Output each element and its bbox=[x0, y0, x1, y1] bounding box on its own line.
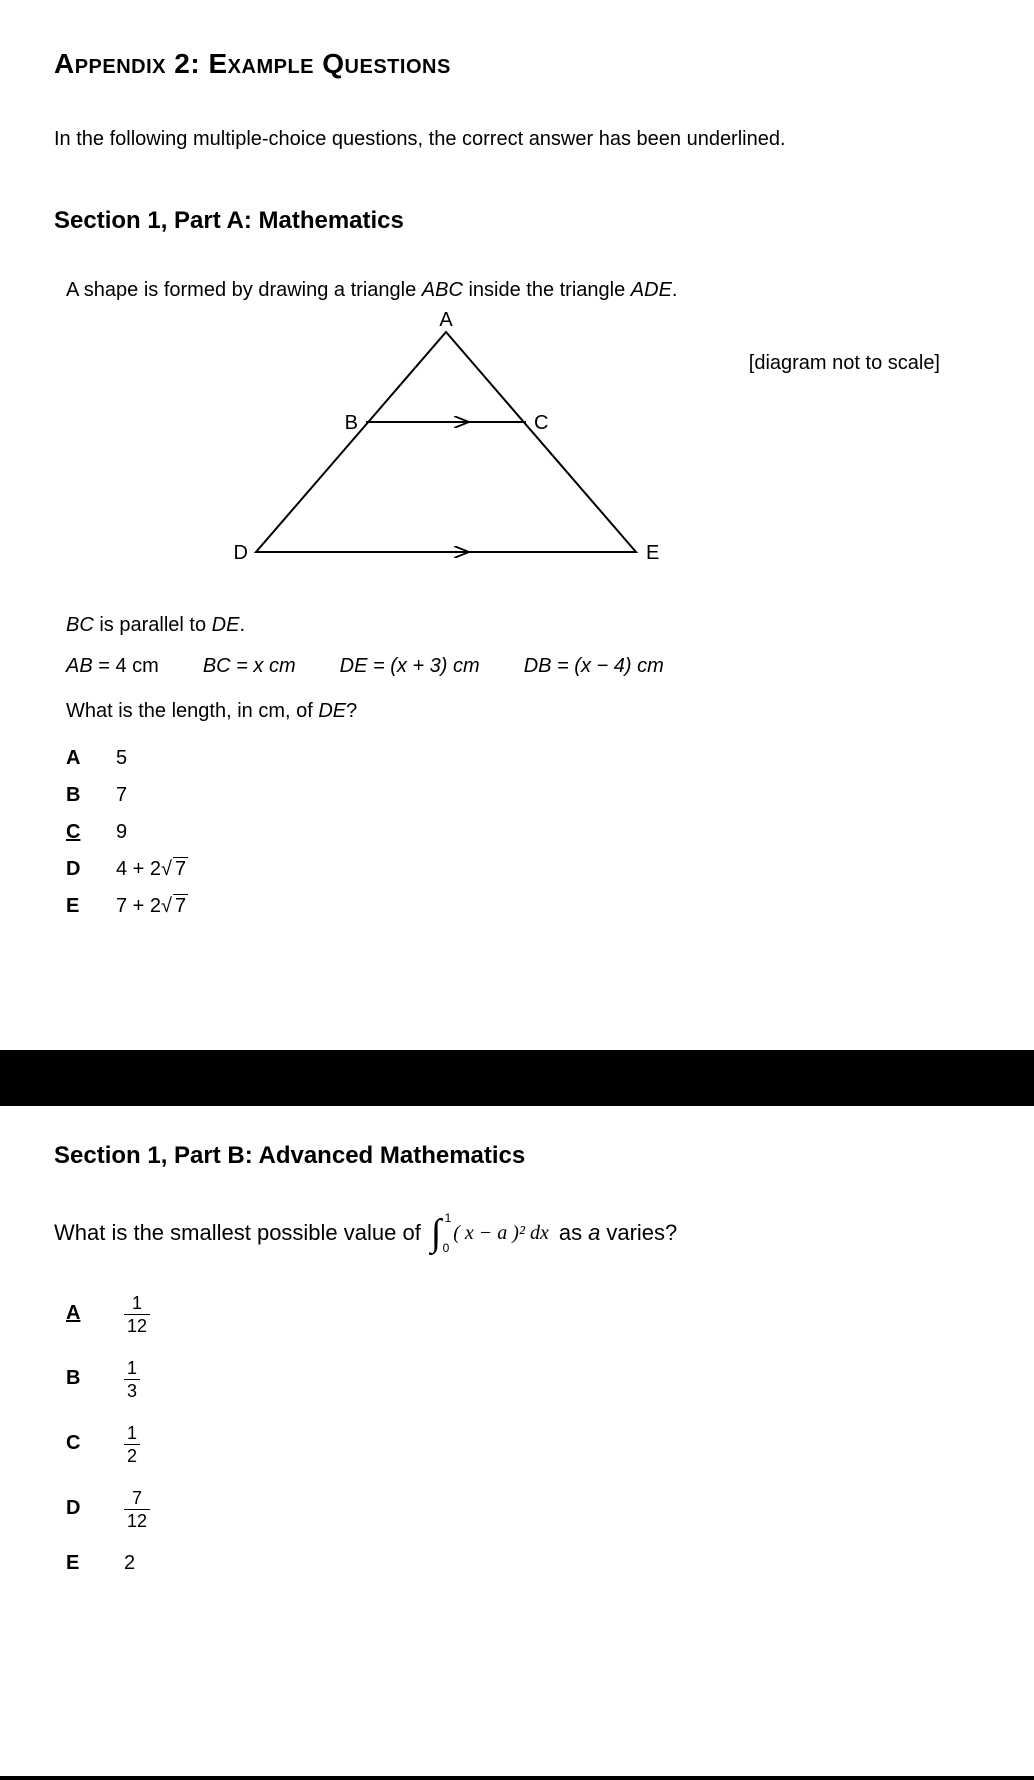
q2-stem-post: varies? bbox=[606, 1220, 677, 1246]
integral-sign: ∫ 1 0 bbox=[431, 1214, 441, 1252]
q2-stem: What is the smallest possible value of ∫… bbox=[54, 1214, 980, 1252]
choice-value: 4 + 2√7 bbox=[116, 858, 188, 881]
integrand: ( x − a )² dx bbox=[453, 1222, 549, 1245]
question-1: A shape is formed by drawing a triangle … bbox=[54, 279, 980, 918]
choice-letter: B bbox=[66, 784, 88, 807]
choice-value: 12 bbox=[124, 1422, 140, 1465]
appendix-title: Appendix 2: Example Questions bbox=[54, 48, 980, 80]
choice-A: A5 bbox=[66, 747, 980, 770]
choice-value: 5 bbox=[116, 747, 127, 770]
choice-value: 9 bbox=[116, 821, 127, 844]
choice-value: 7 + 2√7 bbox=[116, 895, 188, 918]
q1-diagram: [diagram not to scale] A B C D bbox=[66, 312, 980, 602]
q2-choices: A112B13C12D712E2 bbox=[54, 1292, 980, 1575]
choice-E: E 7 + 2√7 bbox=[66, 895, 980, 918]
choice-letter: E bbox=[66, 895, 88, 918]
int-lower: 0 bbox=[443, 1242, 450, 1254]
q1-ask-pre: What is the length, in cm, of bbox=[66, 700, 318, 722]
section-b-title: Section 1, Part B: Advanced Mathematics bbox=[54, 1142, 980, 1170]
intro-text: In the following multiple-choice questio… bbox=[54, 128, 980, 151]
choice-letter: D bbox=[66, 1497, 88, 1520]
diagram-note: [diagram not to scale] bbox=[749, 352, 940, 375]
q1-ask-post: ? bbox=[346, 700, 357, 722]
integral-icon: ∫ 1 0 ( x − a )² dx bbox=[431, 1214, 549, 1252]
page-section-a: Appendix 2: Example Questions In the fol… bbox=[0, 0, 1034, 1050]
q1-stem-mid: inside the triangle bbox=[463, 279, 631, 301]
svg-text:A: A bbox=[439, 312, 453, 331]
q1-equations: AB = 4 cm BC = x cm DE = (x + 3) cm DB =… bbox=[66, 655, 980, 678]
choice-letter: D bbox=[66, 858, 88, 881]
int-upper: 1 bbox=[445, 1212, 452, 1224]
choice-letter: A bbox=[66, 747, 88, 770]
q1-stem-pre: A shape is formed by drawing a triangle bbox=[66, 279, 422, 301]
choice-C: C9 bbox=[66, 821, 980, 844]
choice-B: B 13 bbox=[66, 1357, 980, 1400]
q2-stem-var: a bbox=[588, 1220, 600, 1246]
choice-value: 7 bbox=[116, 784, 127, 807]
eq-ab: AB = 4 cm bbox=[66, 655, 159, 678]
choice-letter: C bbox=[66, 1432, 88, 1455]
choice-value: 712 bbox=[124, 1487, 150, 1530]
choice-E: E2 bbox=[66, 1552, 980, 1575]
q1-par-bc: BC bbox=[66, 614, 94, 636]
q1-par-mid: is parallel to bbox=[94, 614, 212, 636]
svg-text:B: B bbox=[345, 412, 358, 434]
section-a-title: Section 1, Part A: Mathematics bbox=[54, 207, 980, 235]
choice-letter: C bbox=[66, 821, 88, 844]
q1-stem: A shape is formed by drawing a triangle … bbox=[66, 279, 980, 302]
choice-value: 13 bbox=[124, 1357, 140, 1400]
choice-value: 2 bbox=[124, 1552, 135, 1575]
choice-D: D 4 + 2√7 bbox=[66, 858, 980, 881]
q1-par-de: DE bbox=[212, 614, 240, 636]
svg-text:E: E bbox=[646, 542, 659, 564]
page-section-b: Section 1, Part B: Advanced Mathematics … bbox=[0, 1106, 1034, 1776]
choice-letter: A bbox=[66, 1302, 88, 1325]
eq-db: DB = (x − 4) cm bbox=[524, 655, 664, 678]
choice-value: 112 bbox=[124, 1292, 150, 1335]
svg-text:D: D bbox=[234, 542, 248, 564]
choice-B: B7 bbox=[66, 784, 980, 807]
q1-ask: What is the length, in cm, of DE? bbox=[66, 700, 980, 723]
choice-C: C 12 bbox=[66, 1422, 980, 1465]
q1-par-dot: . bbox=[239, 614, 245, 636]
q2-stem-pre: What is the smallest possible value of bbox=[54, 1220, 421, 1246]
choice-letter: E bbox=[66, 1552, 88, 1575]
choice-A: A 112 bbox=[66, 1292, 980, 1335]
q1-parallel: BC is parallel to DE. bbox=[66, 614, 980, 637]
choice-letter: B bbox=[66, 1367, 88, 1390]
q1-choices: A5B7C9D4 + 2√7E7 + 2√7 bbox=[66, 747, 980, 918]
q2-stem-mid: as bbox=[559, 1220, 582, 1246]
eq-de: DE = (x + 3) cm bbox=[340, 655, 480, 678]
q1-ask-var: DE bbox=[318, 700, 346, 722]
choice-D: D 712 bbox=[66, 1487, 980, 1530]
svg-text:C: C bbox=[534, 412, 548, 434]
q1-stem-t1: ABC bbox=[422, 279, 463, 301]
triangle-svg: A B C D E bbox=[186, 312, 706, 582]
eq-bc: BC = x cm bbox=[203, 655, 296, 678]
q1-stem-post: . bbox=[672, 279, 678, 301]
q1-stem-t2: ADE bbox=[631, 279, 672, 301]
